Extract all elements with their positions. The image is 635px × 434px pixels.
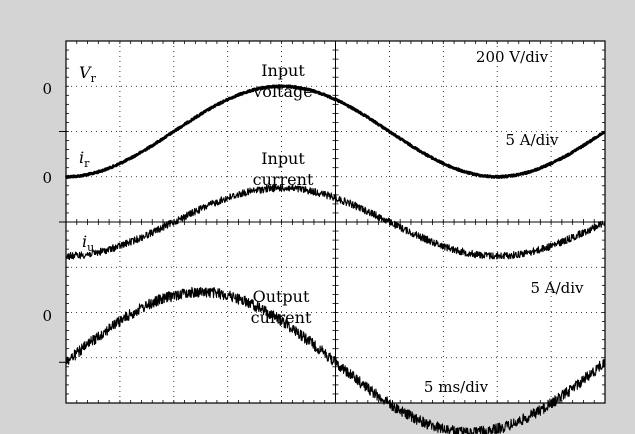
trace-name-output-current-line1: Output — [253, 287, 310, 306]
waveform-output-current — [65, 286, 606, 434]
zero-label-output-current: 0 — [42, 307, 52, 325]
trace-name-input-current-line2: current — [253, 170, 314, 189]
time-scale-label: 5 ms/div — [424, 378, 489, 396]
scale-label-voltage: 200 V/div — [476, 48, 549, 66]
trace-name-input-current-line1: Input — [261, 149, 305, 168]
trace-name-voltage-line2: voltage — [252, 82, 312, 101]
scale-label-output-current: 5 A/div — [530, 279, 584, 297]
trace-symbol-input-current: ir — [79, 148, 90, 170]
trace-name-output-current-line2: current — [251, 308, 312, 327]
waveform-input-current — [65, 183, 606, 261]
scale-label-input-current: 5 A/div — [505, 131, 559, 149]
waveform-traces — [64, 84, 606, 434]
trace-symbol-voltage: Vr — [79, 63, 97, 85]
trace-name-voltage-line1: Input — [261, 61, 305, 80]
trace-symbol-output-current: iu — [82, 232, 94, 254]
zero-label-input-current: 0 — [42, 169, 52, 187]
waveform-input-voltage — [64, 84, 606, 179]
zero-label-voltage: 0 — [42, 80, 52, 98]
